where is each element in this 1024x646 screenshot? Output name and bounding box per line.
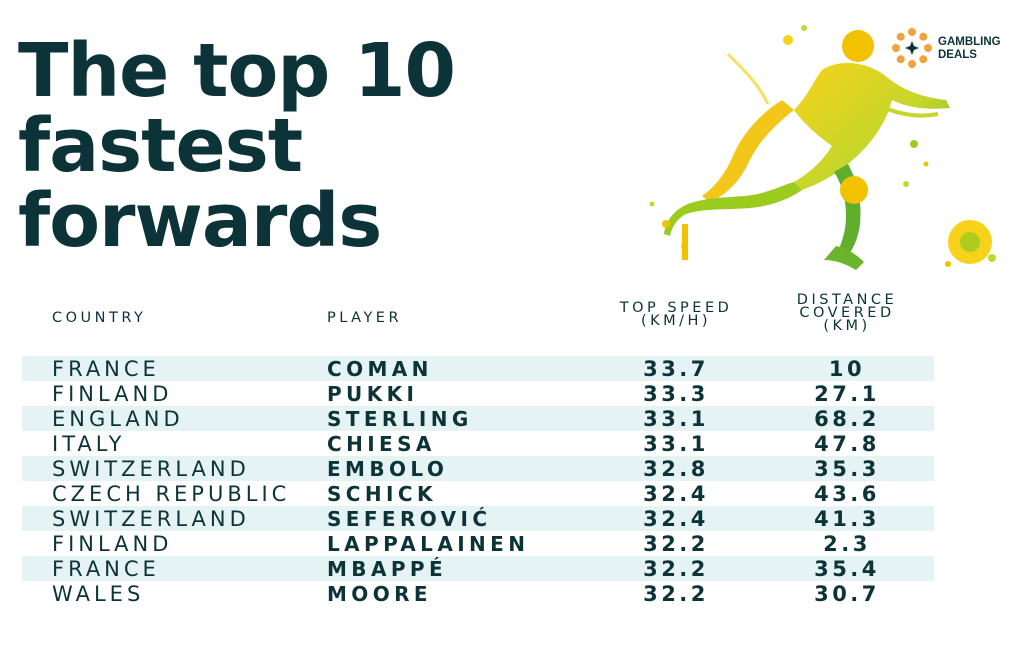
top-speed-cell: 33.1 bbox=[643, 407, 709, 431]
table-row: CZECH REPUBLIC SCHICK 32.4 43.6 bbox=[22, 481, 934, 506]
distance-cell: 2.3 bbox=[823, 532, 871, 556]
header-distance-line-3: (KM) bbox=[823, 318, 871, 334]
footballer-splash-icon bbox=[649, 25, 996, 270]
country-cell: FINLAND bbox=[52, 532, 173, 556]
gambling-deals-logo-icon bbox=[892, 28, 932, 68]
distance-cell: 35.4 bbox=[814, 557, 880, 581]
table-body: FRANCE COMAN 33.7 10 FINLAND PUKKI 33.3 … bbox=[22, 356, 934, 606]
brand: GAMBLING DEALS bbox=[892, 28, 1012, 68]
brand-name: GAMBLING DEALS bbox=[938, 36, 1012, 62]
header-top-speed-line-2: (KM/H) bbox=[640, 313, 712, 329]
player-cell: PUKKI bbox=[327, 382, 419, 406]
country-cell: ENGLAND bbox=[52, 407, 184, 431]
title-line-3: forwards bbox=[18, 178, 382, 264]
distance-cell: 47.8 bbox=[814, 432, 880, 456]
player-cell: MBAPPÉ bbox=[327, 557, 448, 581]
table-row: FINLAND PUKKI 33.3 27.1 bbox=[22, 381, 934, 406]
footballer-splash-illustration bbox=[608, 14, 1008, 276]
brand-name-line-2: DEALS bbox=[938, 49, 977, 61]
header-distance-line-1: DISTANCE bbox=[796, 292, 898, 308]
table-row: FRANCE MBAPPÉ 32.2 35.4 bbox=[22, 556, 934, 581]
country-cell: ITALY bbox=[52, 432, 126, 456]
header-player: PLAYER bbox=[327, 310, 403, 326]
title-line-1: The top 10 bbox=[18, 28, 456, 114]
distance-cell: 10 bbox=[828, 357, 866, 381]
distance-cell: 68.2 bbox=[814, 407, 880, 431]
table-row: FRANCE COMAN 33.7 10 bbox=[22, 356, 934, 381]
player-cell: SEFEROVIĆ bbox=[327, 507, 492, 531]
country-cell: FRANCE bbox=[52, 557, 160, 581]
fastest-forwards-table: COUNTRY PLAYER TOP SPEED (KM/H) DISTANCE… bbox=[22, 292, 934, 606]
player-cell: COMAN bbox=[327, 357, 433, 381]
header-distance: DISTANCE COVERED (KM) bbox=[772, 292, 922, 334]
distance-cell: 41.3 bbox=[814, 507, 880, 531]
distance-cell: 35.3 bbox=[814, 457, 880, 481]
top-speed-cell: 33.3 bbox=[643, 382, 709, 406]
header-top-speed-line-1: TOP SPEED bbox=[619, 300, 733, 316]
distance-cell: 43.6 bbox=[814, 482, 880, 506]
header-country: COUNTRY bbox=[52, 310, 147, 326]
table-row: SWITZERLAND EMBOLO 32.8 35.3 bbox=[22, 456, 934, 481]
header-top-speed: TOP SPEED (KM/H) bbox=[586, 300, 766, 329]
distance-cell: 30.7 bbox=[814, 582, 880, 606]
table-row: ENGLAND STERLING 33.1 68.2 bbox=[22, 406, 934, 431]
page-title: The top 10 fastest forwards bbox=[18, 34, 578, 259]
top-speed-cell: 32.4 bbox=[643, 482, 709, 506]
table-row: ITALY CHIESA 33.1 47.8 bbox=[22, 431, 934, 456]
top-speed-cell: 32.4 bbox=[643, 507, 709, 531]
country-cell: FINLAND bbox=[52, 382, 173, 406]
country-cell: SWITZERLAND bbox=[52, 507, 250, 531]
top-speed-cell: 32.2 bbox=[643, 532, 709, 556]
table-row: FINLAND LAPPALAINEN 32.2 2.3 bbox=[22, 531, 934, 556]
player-cell: EMBOLO bbox=[327, 457, 449, 481]
distance-cell: 27.1 bbox=[814, 382, 880, 406]
top-speed-cell: 32.2 bbox=[643, 557, 709, 581]
table-header: COUNTRY PLAYER TOP SPEED (KM/H) DISTANCE… bbox=[22, 292, 934, 356]
player-cell: CHIESA bbox=[327, 432, 436, 456]
top-speed-cell: 32.2 bbox=[643, 582, 709, 606]
top-speed-cell: 32.8 bbox=[643, 457, 709, 481]
country-cell: CZECH REPUBLIC bbox=[52, 482, 291, 506]
top-speed-cell: 33.1 bbox=[643, 432, 709, 456]
title-line-2: fastest bbox=[18, 103, 303, 189]
table-row: WALES MOORE 32.2 30.7 bbox=[22, 581, 934, 606]
top-speed-cell: 33.7 bbox=[643, 357, 709, 381]
country-cell: FRANCE bbox=[52, 357, 160, 381]
player-cell: LAPPALAINEN bbox=[327, 532, 530, 556]
player-cell: MOORE bbox=[327, 582, 432, 606]
player-cell: SCHICK bbox=[327, 482, 437, 506]
brand-name-line-1: GAMBLING bbox=[938, 36, 1001, 48]
table-row: SWITZERLAND SEFEROVIĆ 32.4 41.3 bbox=[22, 506, 934, 531]
header-distance-line-2: COVERED bbox=[799, 305, 895, 321]
player-cell: STERLING bbox=[327, 407, 473, 431]
country-cell: WALES bbox=[52, 582, 145, 606]
country-cell: SWITZERLAND bbox=[52, 457, 250, 481]
